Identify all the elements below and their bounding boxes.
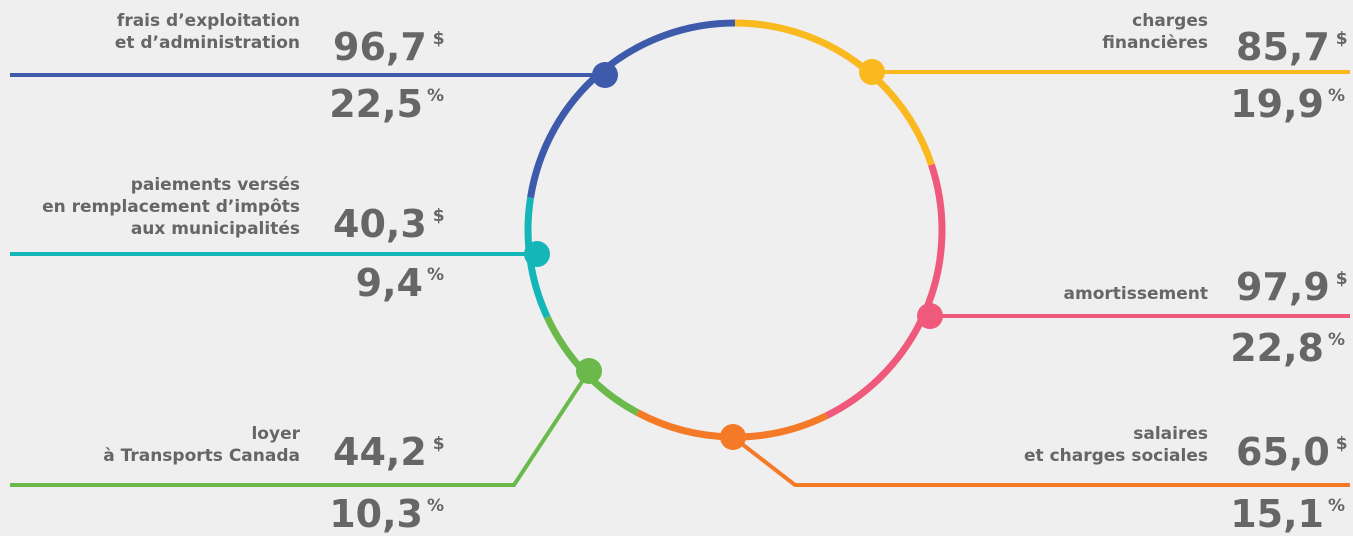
category-label-salaires: salaires bbox=[1133, 424, 1208, 444]
value-label-charges: 85,7 bbox=[1236, 25, 1330, 69]
category-label-salaires: et charges sociales bbox=[1024, 446, 1208, 466]
currency-unit-loyer: $ bbox=[433, 434, 445, 454]
category-label-paiements: en remplacement d’impôts bbox=[42, 197, 300, 217]
marker-dot-loyer bbox=[576, 358, 602, 384]
leader-line-loyer bbox=[10, 369, 591, 487]
marker-dot-frais bbox=[592, 62, 618, 88]
category-label-frais: et d’administration bbox=[115, 33, 300, 53]
value-label-loyer: 44,2 bbox=[333, 430, 427, 474]
ring-segment-amortissement bbox=[825, 163, 946, 419]
currency-unit-amortissement: $ bbox=[1336, 269, 1348, 289]
marker-dot-amortissement bbox=[917, 303, 943, 329]
category-label-loyer: à Transports Canada bbox=[103, 446, 300, 466]
percent-label-salaires: 15,1 bbox=[1230, 492, 1324, 536]
category-label-amortissement: amortissement bbox=[1064, 284, 1208, 304]
value-label-amortissement: 97,9 bbox=[1236, 265, 1330, 309]
percent-label-amortissement: 22,8 bbox=[1230, 326, 1324, 370]
ring-segment-charges bbox=[734, 19, 935, 166]
value-label-paiements: 40,3 bbox=[333, 202, 427, 246]
category-label-frais: frais d’exploitation bbox=[117, 11, 300, 31]
percent-unit-charges: % bbox=[1328, 86, 1345, 106]
percent-unit-amortissement: % bbox=[1328, 330, 1345, 350]
category-label-charges: financières bbox=[1102, 33, 1208, 53]
value-label-frais: 96,7 bbox=[333, 25, 427, 69]
value-label-salaires: 65,0 bbox=[1236, 430, 1330, 474]
percent-unit-frais: % bbox=[427, 86, 444, 106]
percent-label-charges: 19,9 bbox=[1230, 82, 1324, 126]
percent-unit-loyer: % bbox=[427, 496, 444, 516]
ring-segment-frais bbox=[527, 19, 736, 199]
marker-dot-paiements bbox=[524, 241, 550, 267]
currency-unit-charges: $ bbox=[1336, 29, 1348, 49]
percent-unit-salaires: % bbox=[1328, 496, 1345, 516]
percent-label-frais: 22,5 bbox=[329, 82, 423, 126]
category-label-paiements: paiements versés bbox=[131, 175, 300, 195]
percent-unit-paiements: % bbox=[427, 265, 444, 285]
currency-unit-salaires: $ bbox=[1336, 434, 1348, 454]
percent-label-loyer: 10,3 bbox=[329, 492, 423, 536]
leader-line-salaires bbox=[731, 435, 1350, 487]
currency-unit-frais: $ bbox=[433, 29, 445, 49]
marker-dot-charges bbox=[859, 59, 885, 85]
currency-unit-paiements: $ bbox=[433, 206, 445, 226]
percent-label-paiements: 9,4 bbox=[356, 261, 423, 305]
category-label-charges: charges bbox=[1132, 11, 1208, 31]
category-label-loyer: loyer bbox=[251, 424, 300, 444]
category-label-paiements: aux municipalités bbox=[131, 219, 300, 239]
marker-dot-salaires bbox=[720, 424, 746, 450]
